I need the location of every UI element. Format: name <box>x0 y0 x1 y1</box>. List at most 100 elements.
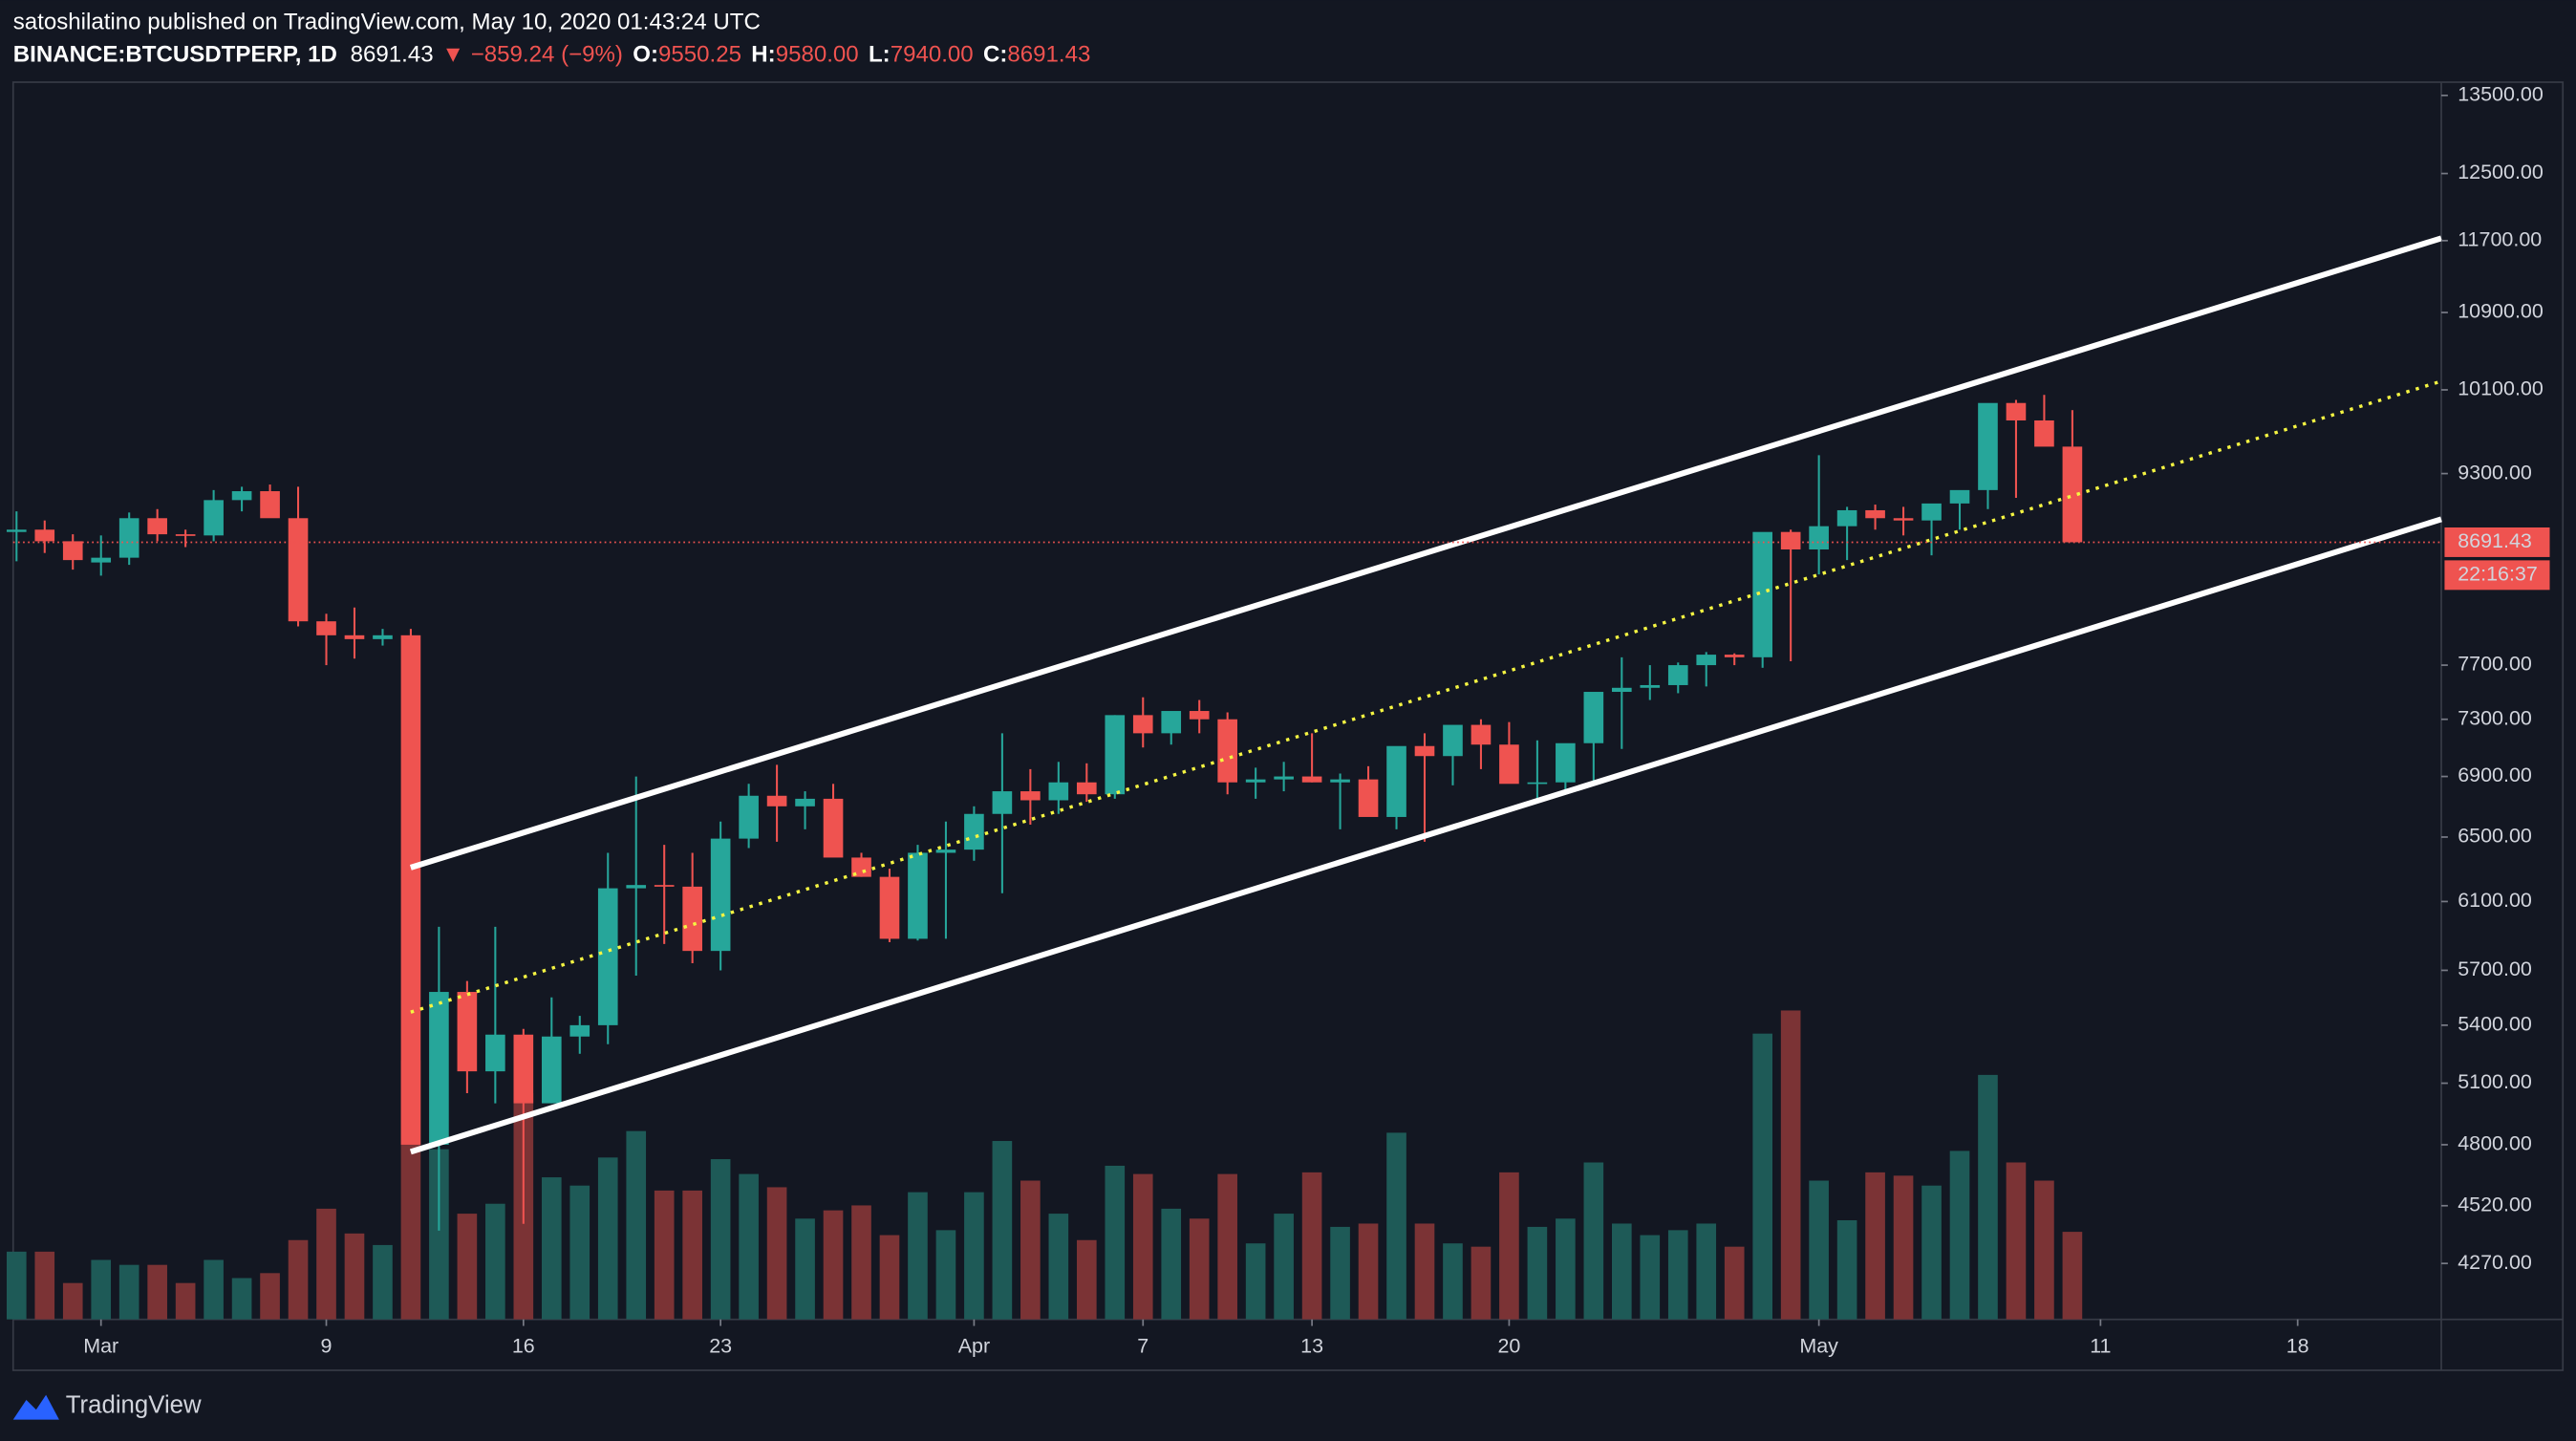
x-tick-label: 16 <box>512 1335 535 1358</box>
candle-body <box>231 491 252 501</box>
volume-bar <box>1893 1175 1914 1320</box>
volume-bar <box>1048 1214 1069 1320</box>
candle-layer <box>6 395 2083 1231</box>
brand-name: TradingView <box>66 1392 202 1419</box>
candle-body <box>541 1036 562 1104</box>
volume-bar <box>204 1259 224 1320</box>
candle-body <box>879 876 900 939</box>
volume-bar <box>795 1218 815 1320</box>
candle-body <box>1724 655 1745 657</box>
y-tick-label: 11700.00 <box>2458 227 2542 250</box>
x-tick-label: Apr <box>958 1335 990 1358</box>
volume-bar <box>175 1282 196 1320</box>
candle-body <box>823 798 844 858</box>
candle-body <box>1978 402 1998 490</box>
candle-body <box>1414 745 1435 757</box>
y-tick-label: 10900.00 <box>2458 300 2544 323</box>
candle-body <box>1893 518 1914 521</box>
candle-body <box>1161 711 1182 734</box>
volume-bar <box>429 1149 449 1320</box>
ohlc-value: 9550.25 <box>658 42 741 68</box>
volume-bar <box>1414 1223 1435 1320</box>
ohlc-value: 7940.00 <box>891 42 974 68</box>
ohlc-label: O: <box>633 42 658 68</box>
volume-bar <box>1836 1220 1857 1320</box>
candle-body <box>1499 744 1519 785</box>
candle-body <box>1274 776 1294 780</box>
candle-body <box>766 795 787 807</box>
volume-bar <box>2034 1180 2054 1320</box>
volume-bar <box>34 1251 55 1320</box>
candle-body <box>1556 742 1576 783</box>
candle-body <box>1583 692 1604 743</box>
volume-bar <box>908 1192 928 1320</box>
volume-bar <box>288 1239 309 1320</box>
volume-bar <box>1020 1180 1041 1320</box>
volume-bar <box>1556 1218 1576 1320</box>
candle-body <box>569 1024 590 1037</box>
volume-bar <box>935 1230 956 1320</box>
volume-bar <box>1217 1173 1237 1320</box>
x-tick-label: May <box>1799 1335 1838 1358</box>
volume-bar <box>1330 1226 1350 1320</box>
candle-body <box>485 1034 505 1072</box>
ohlc-label: L: <box>869 42 891 68</box>
candle-body <box>6 529 27 532</box>
volume-bar <box>766 1187 787 1320</box>
y-tick-label: 4270.00 <box>2458 1251 2532 1274</box>
candle-body <box>204 500 224 536</box>
volume-bar <box>1667 1230 1688 1320</box>
y-tick-label: 13500.00 <box>2458 83 2544 106</box>
volume-bar <box>1780 1010 1801 1320</box>
candle-body <box>118 518 140 558</box>
volume-bar <box>1865 1172 1885 1320</box>
candle-body <box>1640 684 1661 688</box>
candle-body <box>1836 509 1857 527</box>
volume-bar <box>992 1141 1013 1320</box>
volume-bar <box>1640 1235 1661 1320</box>
volume-bar <box>260 1273 280 1320</box>
volume-bar <box>62 1282 83 1320</box>
candle-body <box>1048 782 1069 801</box>
candle-body <box>1470 724 1492 745</box>
candle-body <box>62 541 83 561</box>
x-tick-label: 11 <box>2090 1335 2111 1358</box>
volume-bar <box>823 1210 844 1320</box>
volume-bar <box>1611 1223 1632 1320</box>
candle-body <box>175 534 196 536</box>
countdown-label: 22:16:37 <box>2458 563 2538 586</box>
volume-bar <box>1470 1246 1492 1320</box>
channel <box>409 235 2442 1155</box>
x-tick-label: 7 <box>1137 1335 1148 1358</box>
y-tick-label: 5700.00 <box>2458 957 2532 980</box>
ohlc-label: C: <box>983 42 1007 68</box>
x-tick-label: 18 <box>2286 1335 2309 1358</box>
volume-bar <box>147 1264 167 1320</box>
volume-bar <box>344 1233 365 1320</box>
candle-body <box>654 885 675 887</box>
y-tick-label: 6500.00 <box>2458 825 2532 848</box>
candle-body <box>626 885 647 889</box>
volume-bar <box>682 1190 702 1320</box>
volume-bar <box>1921 1185 1942 1320</box>
y-tick-label: 9300.00 <box>2458 461 2532 484</box>
last-price-label: 8691.43 <box>2458 529 2532 552</box>
volume-bar <box>569 1185 590 1320</box>
volume-bar <box>1076 1239 1097 1320</box>
y-tick-label: 6100.00 <box>2458 889 2532 912</box>
volume-bar <box>2006 1162 2027 1320</box>
ohlc-value: 9580.00 <box>776 42 859 68</box>
volume-bar <box>1724 1246 1745 1320</box>
volume-bar <box>1809 1180 1829 1320</box>
price: 8691.43 <box>351 42 434 68</box>
candle-body <box>513 1034 534 1104</box>
volume-bar <box>1583 1162 1604 1320</box>
volume-bar <box>1386 1132 1406 1320</box>
candle-body <box>288 518 309 622</box>
candle-body <box>147 518 167 535</box>
ohlc-label: H: <box>751 42 775 68</box>
candle-body <box>1527 782 1548 785</box>
volume-bar <box>457 1214 478 1320</box>
volume-bar <box>654 1190 675 1320</box>
publisher: satoshilatino published on TradingView.c… <box>13 9 761 34</box>
